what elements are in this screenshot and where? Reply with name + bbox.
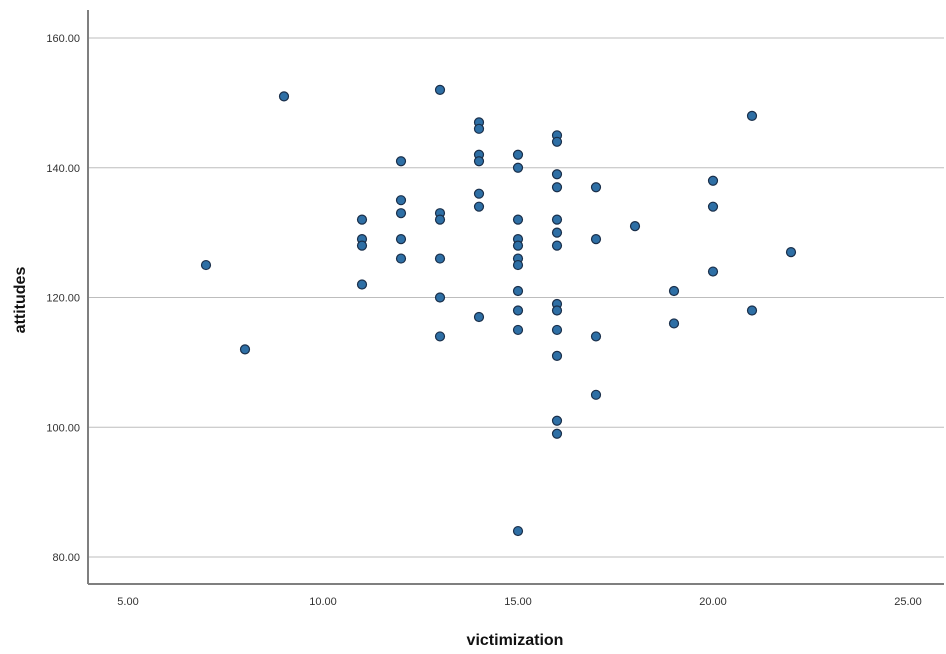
data-point bbox=[434, 214, 446, 225]
data-point bbox=[551, 214, 563, 225]
data-point bbox=[590, 182, 602, 193]
data-point bbox=[434, 292, 446, 303]
data-point bbox=[551, 240, 563, 251]
x-tick-label: 20.00 bbox=[699, 596, 727, 608]
data-point bbox=[356, 214, 368, 225]
data-point bbox=[395, 234, 407, 245]
data-point bbox=[785, 246, 797, 258]
x-tick-label: 15.00 bbox=[504, 596, 532, 608]
x-tick-label: 10.00 bbox=[309, 596, 337, 608]
data-point bbox=[629, 221, 641, 232]
y-axis-title: attitudes bbox=[12, 267, 29, 334]
data-point bbox=[434, 253, 446, 264]
data-point bbox=[473, 201, 485, 212]
data-point bbox=[551, 324, 563, 336]
data-point bbox=[551, 350, 563, 361]
tick-labels: 80.00 100.00 120.00 140.00 160.00 5.00 10.00 15… bbox=[46, 33, 921, 608]
data-point bbox=[512, 240, 524, 251]
x-tick-label: 25.00 bbox=[894, 596, 922, 608]
data-point bbox=[473, 188, 485, 199]
data-point bbox=[551, 415, 563, 426]
data-point bbox=[473, 123, 485, 134]
data-point bbox=[278, 91, 290, 102]
data-point bbox=[434, 84, 446, 96]
data-point bbox=[512, 259, 524, 271]
data-point bbox=[707, 266, 719, 277]
data-point bbox=[590, 331, 602, 342]
data-points bbox=[200, 84, 797, 537]
data-point bbox=[668, 318, 680, 329]
data-point bbox=[200, 259, 212, 271]
y-tick-label: 80.00 bbox=[52, 552, 80, 564]
data-point bbox=[512, 162, 524, 173]
data-point bbox=[590, 389, 602, 400]
data-point bbox=[668, 285, 680, 297]
axes bbox=[87, 10, 944, 585]
data-point bbox=[551, 169, 563, 180]
data-point bbox=[551, 305, 563, 316]
data-point bbox=[395, 156, 407, 167]
data-point bbox=[707, 175, 719, 186]
data-point bbox=[512, 149, 524, 160]
data-point bbox=[395, 208, 407, 219]
data-point bbox=[395, 195, 407, 206]
x-axis-title: victimization bbox=[467, 632, 564, 649]
data-point bbox=[395, 253, 407, 264]
y-tick-label: 140.00 bbox=[46, 163, 80, 175]
data-point bbox=[512, 305, 524, 316]
data-point bbox=[551, 227, 563, 238]
y-tick-label: 120.00 bbox=[46, 293, 80, 305]
data-point bbox=[473, 311, 485, 323]
data-point bbox=[512, 324, 524, 336]
data-point bbox=[590, 234, 602, 245]
data-point bbox=[551, 182, 563, 193]
data-point bbox=[356, 240, 368, 251]
data-point bbox=[707, 201, 719, 212]
data-point bbox=[356, 279, 368, 290]
data-point bbox=[746, 110, 758, 121]
data-point bbox=[551, 136, 563, 147]
x-tick-label: 5.00 bbox=[117, 596, 138, 608]
data-point bbox=[239, 344, 251, 355]
data-point bbox=[746, 305, 758, 316]
data-point bbox=[512, 525, 524, 537]
data-point bbox=[473, 156, 485, 167]
gridlines bbox=[88, 37, 944, 558]
data-point bbox=[434, 331, 446, 342]
y-tick-label: 100.00 bbox=[46, 422, 80, 434]
data-point bbox=[551, 428, 563, 439]
data-point bbox=[512, 214, 524, 225]
data-point bbox=[512, 285, 524, 297]
y-tick-label: 160.00 bbox=[46, 33, 80, 45]
